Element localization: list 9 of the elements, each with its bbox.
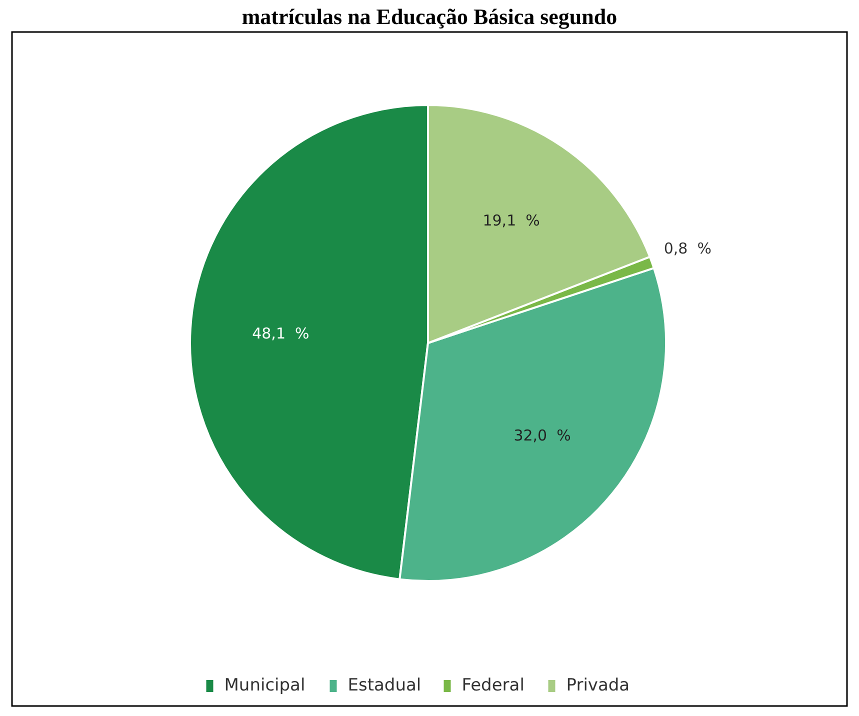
- data-label: 32,0 %: [514, 426, 571, 444]
- chart-title: matrículas na Educação Básica segundo: [242, 4, 618, 29]
- legend-label: Federal: [462, 676, 524, 696]
- data-label: 48,1 %: [252, 324, 310, 342]
- data-label: 0,8 %: [664, 240, 712, 258]
- legend-label: Privada: [566, 676, 630, 696]
- data-label: 19,1 %: [482, 211, 540, 230]
- legend-label: Municipal: [224, 676, 306, 696]
- legend-label: Estadual: [348, 676, 422, 696]
